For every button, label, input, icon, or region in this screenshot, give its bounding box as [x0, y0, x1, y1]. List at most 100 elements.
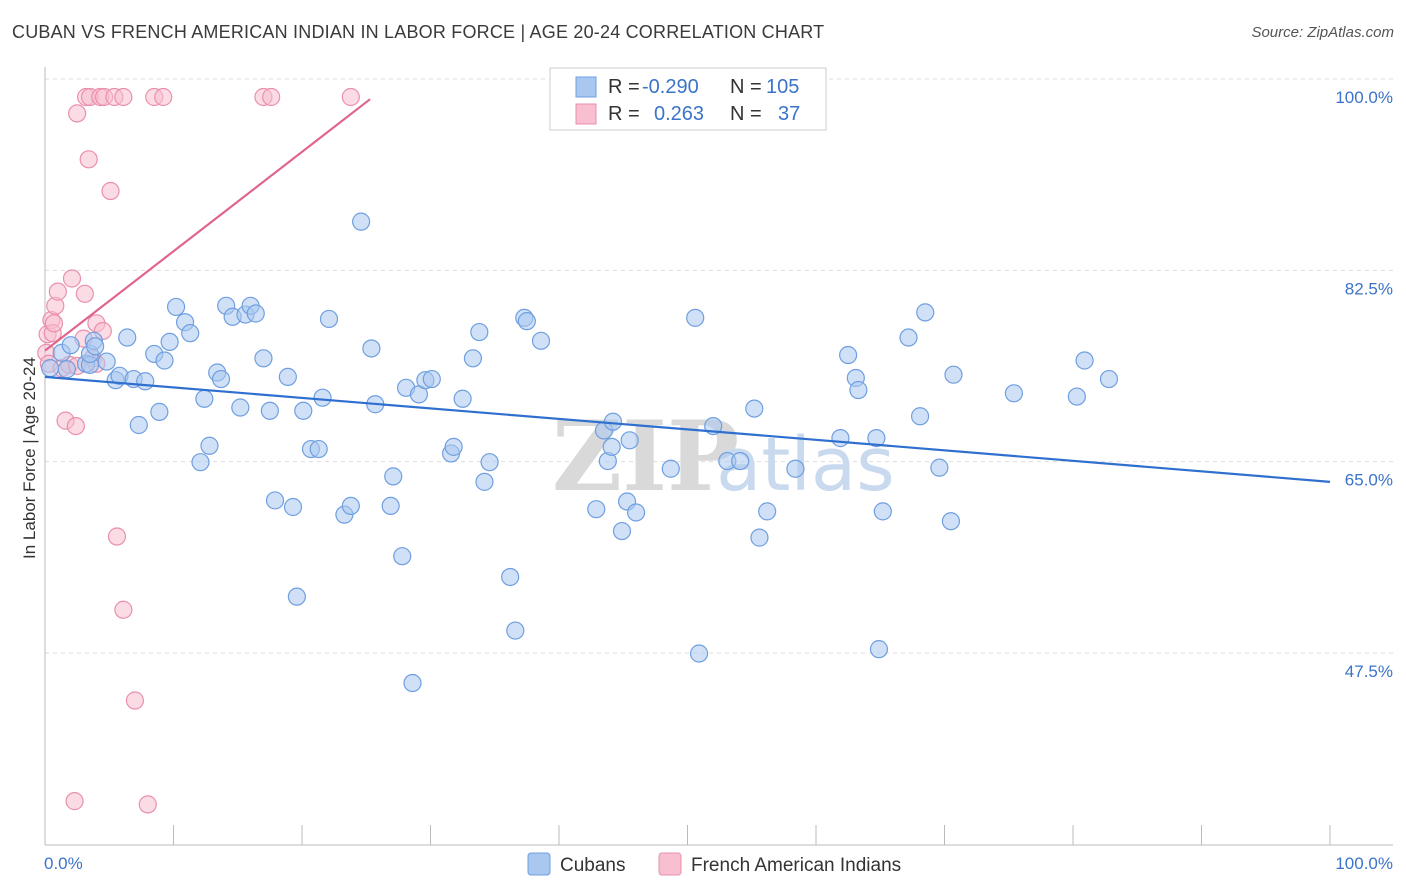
cuban-point — [602, 437, 621, 456]
cuban-point — [341, 496, 360, 516]
cuban-point — [867, 429, 886, 448]
cuban-point — [362, 339, 381, 358]
bottom-legend-swatch-cubans — [527, 852, 551, 876]
cuban-point — [916, 303, 935, 322]
cuban-point — [309, 439, 328, 459]
cuban-point — [57, 360, 76, 379]
cuban-point — [129, 415, 148, 435]
cuban-point — [191, 453, 210, 472]
cuban-point — [501, 567, 520, 587]
french-american-indian-point — [62, 269, 82, 288]
cuban-point — [626, 503, 646, 522]
cuban-point — [944, 365, 963, 384]
cuban-point — [150, 402, 169, 421]
cuban-point — [166, 297, 186, 317]
cuban-point — [620, 431, 639, 450]
cuban-point — [1075, 351, 1094, 370]
y-axis-label: In Labor Force | Age 20-24 — [20, 357, 39, 559]
watermark-zip: ZIP — [552, 400, 739, 513]
cuban-point — [475, 472, 494, 491]
bottom-legend-label-french: French American Indians — [691, 855, 901, 876]
cuban-point — [118, 328, 137, 347]
french-american-indian-point — [341, 87, 360, 107]
cuban-point — [294, 401, 313, 420]
cuban-point — [612, 521, 632, 541]
x-tick-label-min: 0.0% — [44, 854, 83, 873]
cuban-point — [287, 587, 306, 606]
cuban-point — [1004, 384, 1023, 403]
legend-r-label-french: R = — [608, 103, 640, 125]
cuban-point — [661, 459, 680, 478]
cuban-point — [381, 496, 400, 516]
cuban-point — [211, 369, 231, 389]
cuban-point — [265, 491, 285, 510]
cuban-point — [278, 367, 297, 386]
cuban-point — [1099, 369, 1119, 389]
trend-lines — [44, 98, 1331, 483]
french-american-indian-point — [114, 87, 133, 107]
cuban-point — [444, 437, 463, 456]
cuban-point — [480, 453, 499, 472]
cuban-point — [319, 309, 339, 329]
french-american-indian-point — [65, 792, 84, 811]
french-american-indians-trend-line — [44, 98, 371, 352]
cuban-point — [403, 673, 422, 693]
french-american-indian-point — [114, 600, 133, 619]
y-tick-label: 82.5% — [1345, 279, 1393, 298]
legend-swatch-french-american-indians — [575, 103, 597, 125]
series-french-american-indians-points — [37, 87, 360, 814]
legend-r-label-cubans: R = — [608, 76, 640, 98]
french-american-indian-point — [107, 527, 127, 546]
french-american-indian-point — [66, 416, 85, 436]
french-american-indian-point — [125, 691, 145, 710]
chart-title: CUBAN VS FRENCH AMERICAN INDIAN IN LABOR… — [12, 22, 825, 42]
legend-n-value-cubans: 105 — [766, 76, 799, 98]
french-american-indian-point — [75, 284, 94, 303]
cuban-point — [941, 512, 961, 531]
watermark: ZIP atlas — [552, 400, 895, 513]
cuban-point — [731, 451, 750, 471]
correlation-legend: R = -0.290 N = 105 R = 0.263 N = 37 — [549, 67, 827, 131]
cuban-point — [686, 308, 705, 327]
cuban-point — [195, 389, 214, 408]
cuban-point — [422, 369, 441, 389]
source-attribution: Source: ZipAtlas.com — [1251, 24, 1394, 41]
french-american-indian-point — [44, 314, 64, 333]
cuban-point — [910, 407, 930, 426]
bottom-legend-swatch-french — [658, 852, 682, 876]
legend-n-value-french: 37 — [778, 103, 800, 125]
cuban-point — [453, 389, 472, 408]
cuban-point — [352, 212, 371, 231]
legend-n-label-french: N = — [730, 103, 762, 125]
cuban-point — [758, 502, 777, 521]
cuban-point — [246, 304, 265, 323]
cuban-point — [260, 401, 279, 420]
cuban-point — [155, 351, 174, 370]
cuban-point — [786, 459, 805, 478]
cuban-point — [869, 640, 889, 659]
cuban-point — [587, 500, 606, 519]
cuban-point — [930, 458, 949, 477]
french-american-indian-point — [154, 87, 173, 107]
bottom-legend-label-cubans: Cubans — [560, 855, 626, 876]
y-tick-label: 100.0% — [1335, 88, 1393, 107]
y-tick-label: 47.5% — [1345, 662, 1393, 681]
cuban-point — [200, 436, 219, 455]
cuban-point — [506, 621, 525, 640]
cuban-point — [899, 328, 918, 347]
series-cubans-points — [41, 212, 1119, 693]
cuban-point — [470, 322, 489, 342]
french-american-indian-point — [262, 87, 281, 107]
cuban-point — [849, 380, 868, 400]
cubans-trend-line — [44, 375, 1331, 483]
legend-swatch-cubans — [575, 76, 597, 98]
cuban-point — [873, 502, 892, 521]
y-tick-labels: 100.0% 82.5% 65.0% 47.5% — [1335, 88, 1393, 681]
x-tick-label-max: 100.0% — [1335, 854, 1393, 873]
legend-n-label-cubans: N = — [730, 76, 762, 98]
cuban-point — [97, 352, 116, 371]
cuban-point — [839, 345, 858, 365]
y-tick-label: 65.0% — [1345, 471, 1393, 490]
cuban-point — [750, 528, 769, 547]
